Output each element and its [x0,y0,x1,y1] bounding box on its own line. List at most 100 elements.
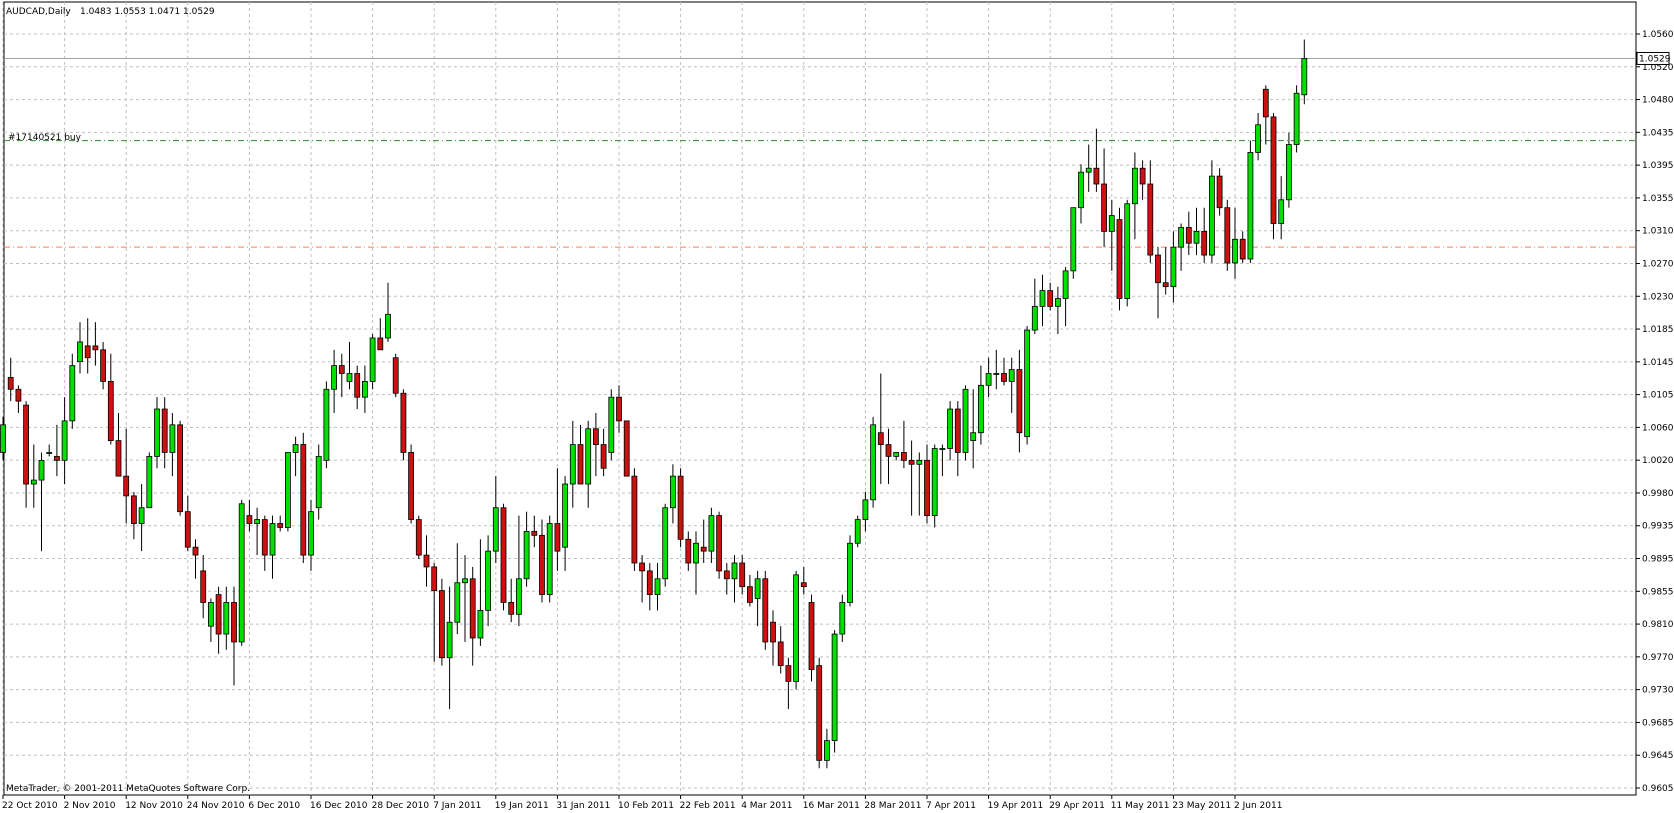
candle-body [793,574,799,682]
candle-body [777,641,784,667]
candle-body [1039,290,1046,307]
candle-body [762,578,769,643]
candle-body [924,459,930,517]
candle [677,468,684,548]
candle [15,385,22,413]
candle [754,570,761,627]
candle-body [1155,254,1161,284]
candle [924,444,930,524]
candle [593,412,599,477]
candle [831,630,838,753]
y-tick-label: 1.0185 [1642,325,1674,335]
current-price-tag [1636,51,1670,65]
y-tick-label: 0.9895 [1642,555,1674,565]
candle [1024,326,1030,445]
candle [1155,247,1161,319]
candle [184,495,191,552]
candle-body [215,594,222,635]
x-tick-label: 16 Mar 2011 [803,801,860,811]
candle-body [1185,227,1192,244]
candle-body [600,444,607,469]
candle-body [700,546,707,552]
candle-body [639,562,645,572]
candle [246,499,253,532]
candle [200,555,207,619]
candle-body [854,519,861,544]
candle-body [693,542,699,564]
current-price-label: 1.0529 [1639,54,1671,64]
y-tick-label: 1.0310 [1642,227,1674,237]
candle-body [308,511,314,556]
candle-body [7,377,14,390]
candle [816,657,823,769]
candle [123,428,130,524]
candle [546,515,553,603]
candle [338,353,345,398]
candle-body [616,396,622,422]
candle [215,586,222,654]
candle-body [77,341,83,363]
candle-body [631,475,638,564]
candle [1162,247,1169,295]
time-axis[interactable]: 22 Oct 2010 2 Nov 2010 12 Nov 2010 24 Nov 2… [2,795,1282,811]
candle [154,397,160,469]
candle [1247,140,1254,263]
candle-body [978,384,984,434]
candle-body [831,633,838,742]
candle-body [1301,58,1308,96]
candle-body [354,373,361,398]
candle-body [146,455,153,509]
candle [916,452,923,516]
candle [777,626,784,674]
price-axis[interactable]: 1.0560 1.0520 1.0480 1.0435 1.0395 1.0355 1.03… [1636,30,1674,794]
candle [315,444,322,520]
candle [1132,152,1138,240]
candle-body [839,602,846,635]
candle-body [569,444,576,485]
candle [847,535,853,607]
candle-body [1209,175,1215,256]
candle [346,341,353,390]
candle-body [500,507,507,603]
candle-body [292,444,299,453]
candle-body [92,345,99,351]
candle-body [1216,175,1223,209]
candle-body [454,582,461,623]
candle [408,444,415,524]
candle [824,728,830,769]
candle-body [1047,290,1054,307]
y-tick-label: 1.0230 [1642,292,1674,302]
candle-body [554,523,561,552]
candle-body [585,428,592,485]
candle [446,586,453,710]
candle [623,420,630,477]
x-tick-label: 24 Nov 2010 [187,801,245,811]
order-label[interactable]: #17140521 buy [8,133,82,143]
candle [300,432,307,563]
candle-body [662,507,669,580]
candle-body [0,424,6,453]
candle [438,578,445,666]
candle-body [231,602,237,643]
candle [908,440,915,516]
candle-body [931,448,938,517]
candle-body [254,519,261,524]
candle [639,555,645,603]
candle-body [331,365,338,390]
candle-body [508,602,515,615]
y-tick-label: 1.0395 [1642,161,1674,171]
candle [616,385,622,433]
candle [231,586,237,686]
candle-body [708,515,715,552]
candle [993,349,1000,390]
candle-body [392,357,399,394]
candle-body [1262,88,1269,118]
candle [762,570,769,650]
candle [1178,223,1184,271]
candle-body [377,337,384,351]
candle-body [962,388,969,453]
candle-body [177,424,184,513]
candle [1078,164,1084,224]
candle [1262,85,1269,145]
